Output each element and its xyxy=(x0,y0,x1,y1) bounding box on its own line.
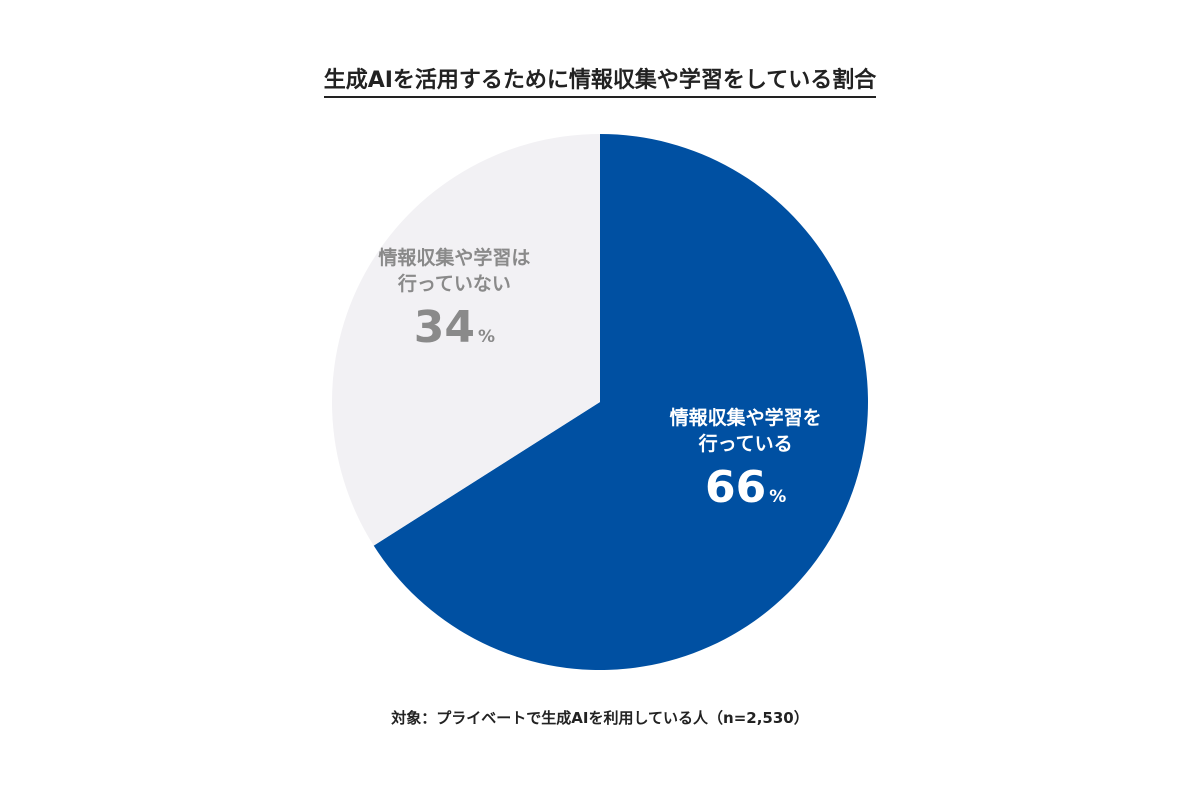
pie-slice-0 xyxy=(373,134,868,671)
chart-title-text: 生成AIを活用するために情報収集や学習をしている割合 xyxy=(323,68,877,98)
pie-slice-1 xyxy=(332,134,600,546)
slice-label-1-line-1: 行っていない xyxy=(397,272,511,295)
chart-title: 生成AIを活用するために情報収集や学習をしている割合 xyxy=(0,62,1200,98)
slice-value-unit-0: % xyxy=(769,487,786,507)
chart-footnote: 対象：プライベートで生成AIを利用している人（n=2,530） xyxy=(391,709,809,727)
slice-value-unit-1: % xyxy=(478,327,495,347)
slice-value-1: 34% xyxy=(414,302,495,353)
slice-value-number-0: 66 xyxy=(705,462,766,513)
slice-label-0-line-0: 情報収集や学習を xyxy=(670,406,822,429)
slice-label-0-line-1: 行っている xyxy=(698,432,793,455)
slice-value-number-1: 34 xyxy=(414,302,475,353)
slice-label-1-line-0: 情報収集や学習は xyxy=(378,246,530,269)
slice-value-0: 66% xyxy=(705,462,786,513)
